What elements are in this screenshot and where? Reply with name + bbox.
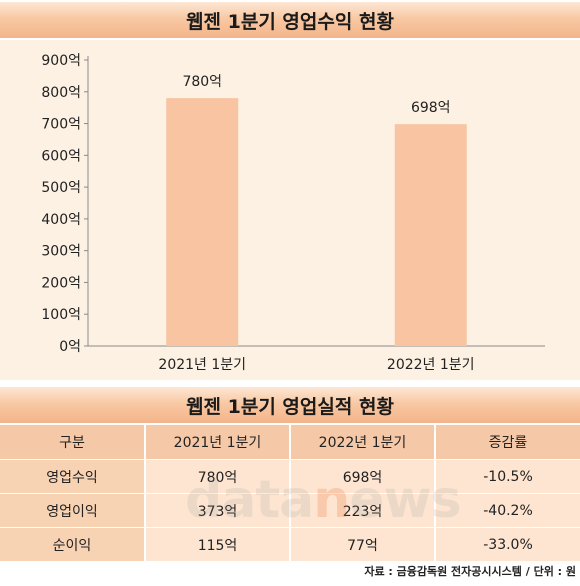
cell-2021q1: 373억 xyxy=(145,493,291,528)
header-2022q1: 2022년 1분기 xyxy=(290,425,436,460)
row-label: 영업수익 xyxy=(0,459,146,494)
header-2021q1: 2021년 1분기 xyxy=(145,425,291,460)
y-tick-label: 0억 xyxy=(59,339,81,355)
chart-title-banner: 웹젠 1분기 영업수익 현황 xyxy=(0,2,580,38)
performance-table: 구분 2021년 1분기 2022년 1분기 증감률 영업수익 780억 698… xyxy=(0,425,580,562)
cell-2021q1: 115억 xyxy=(145,527,291,562)
row-label: 영업이익 xyxy=(0,493,146,528)
row-label: 순이익 xyxy=(0,527,146,562)
cell-2022q1: 223억 xyxy=(290,493,436,528)
y-tick-label: 100억 xyxy=(41,307,81,323)
bar-chart: 0억 100억 200억 300억 400억 500억 600억 700억 800억 900억 78… xyxy=(41,53,545,373)
y-tick-label: 800억 xyxy=(41,85,81,101)
cell-2022q1: 77억 xyxy=(290,527,436,562)
x-tick-label: 2021년 1분기 xyxy=(158,357,246,373)
bar xyxy=(166,98,239,346)
y-tick-label: 300억 xyxy=(41,244,81,260)
cell-2021q1: 780억 xyxy=(145,459,291,494)
table-row: 영업수익 780억 698억 -10.5% xyxy=(0,459,580,494)
chart-title: 웹젠 1분기 영업수익 현황 xyxy=(186,10,394,33)
data-label: 698억 xyxy=(411,100,451,116)
y-tick-label: 500억 xyxy=(41,180,81,196)
y-tick-label: 200억 xyxy=(41,275,81,291)
cell-change: -33.0% xyxy=(435,527,580,562)
y-tick-label: 400억 xyxy=(41,212,81,228)
y-tick-label: 600억 xyxy=(41,148,81,164)
cell-change: -40.2% xyxy=(435,493,580,528)
y-tick-label: 700억 xyxy=(41,117,81,133)
table-header-row: 구분 2021년 1분기 2022년 1분기 증감률 xyxy=(0,425,580,460)
header-change-rate: 증감률 xyxy=(435,425,580,460)
data-label: 780억 xyxy=(182,74,222,90)
chart-area: 0억 100억 200억 300억 400억 500억 600억 700억 800억 900억 78… xyxy=(0,40,580,380)
table-title: 웹젠 1분기 영업실적 현황 xyxy=(186,395,394,418)
y-tick-label: 900억 xyxy=(41,53,81,69)
header-category: 구분 xyxy=(0,425,146,460)
table-title-banner: 웹젠 1분기 영업실적 현황 xyxy=(0,387,580,423)
cell-2022q1: 698억 xyxy=(290,459,436,494)
bar xyxy=(394,124,467,347)
cell-change: -10.5% xyxy=(435,459,580,494)
source-note: 자료 : 금융감독원 전자공시시스템 / 단위 : 원 xyxy=(364,565,576,578)
table-row: 순이익 115억 77억 -33.0% xyxy=(0,527,580,562)
table-row: 영업이익 373억 223억 -40.2% xyxy=(0,493,580,528)
x-tick-label: 2022년 1분기 xyxy=(387,357,475,373)
